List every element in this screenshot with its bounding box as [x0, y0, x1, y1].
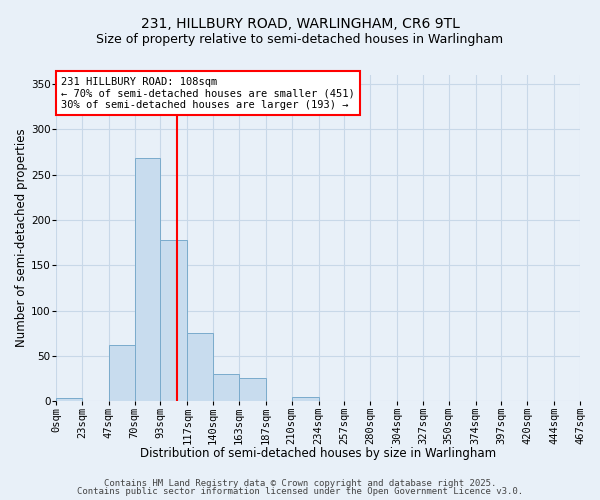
Text: Contains public sector information licensed under the Open Government Licence v3: Contains public sector information licen… [77, 487, 523, 496]
Bar [239, 378, 266, 401]
X-axis label: Distribution of semi-detached houses by size in Warlingham: Distribution of semi-detached houses by … [140, 447, 496, 460]
Bar [56, 398, 82, 401]
Y-axis label: Number of semi-detached properties: Number of semi-detached properties [15, 129, 28, 348]
Text: Size of property relative to semi-detached houses in Warlingham: Size of property relative to semi-detach… [97, 32, 503, 46]
Bar [134, 158, 160, 401]
Bar [160, 240, 187, 401]
Bar [109, 345, 134, 401]
Bar [292, 396, 319, 401]
Text: Contains HM Land Registry data © Crown copyright and database right 2025.: Contains HM Land Registry data © Crown c… [104, 478, 496, 488]
Bar [213, 374, 239, 401]
Bar [187, 333, 213, 401]
Text: 231 HILLBURY ROAD: 108sqm
← 70% of semi-detached houses are smaller (451)
30% of: 231 HILLBURY ROAD: 108sqm ← 70% of semi-… [61, 76, 355, 110]
Text: 231, HILLBURY ROAD, WARLINGHAM, CR6 9TL: 231, HILLBURY ROAD, WARLINGHAM, CR6 9TL [140, 18, 460, 32]
